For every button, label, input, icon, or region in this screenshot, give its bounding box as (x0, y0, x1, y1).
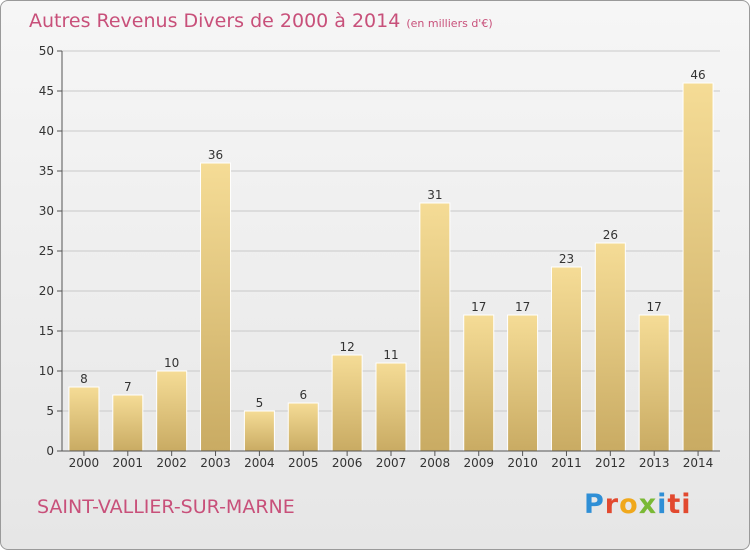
x-tick-label: 2006 (332, 456, 363, 470)
logo-letter: i (657, 489, 668, 520)
bar-2000 (68, 386, 100, 452)
data-label: 36 (208, 148, 223, 162)
y-tick-label: 45 (39, 84, 54, 98)
data-label: 12 (339, 340, 354, 354)
labels: 0 5 10 15 20 25 30 35 40 45 50 2000 8 2001 7 2002 10 2003… (39, 44, 714, 470)
x-tick-label: 2011 (551, 456, 582, 470)
proxiti-logo: Proxiti (584, 489, 692, 520)
chart-title-text: Autres Revenus Divers de 2000 à 2014 (29, 10, 401, 32)
data-label: 6 (299, 388, 307, 402)
y-tick-label: 15 (39, 324, 54, 338)
y-tick-label: 40 (39, 124, 54, 138)
bar-2012 (594, 242, 626, 452)
y-tick-label: 10 (39, 364, 54, 378)
axes (57, 50, 720, 456)
data-label: 10 (164, 356, 179, 370)
x-tick-label: 2000 (69, 456, 100, 470)
bar-2009 (463, 314, 495, 452)
y-tick-label: 30 (39, 204, 54, 218)
x-tick-label: 2008 (420, 456, 451, 470)
chart-unit: (en milliers d'€) (406, 17, 493, 30)
bar-2014 (682, 82, 714, 452)
y-tick-label: 25 (39, 244, 54, 258)
logo-letter: o (619, 489, 639, 520)
x-tick-label: 2013 (639, 456, 670, 470)
logo-letter: P (584, 489, 605, 520)
x-tick-label: 2010 (507, 456, 538, 470)
data-label: 7 (124, 380, 132, 394)
data-label: 26 (603, 228, 618, 242)
x-tick-label: 2001 (113, 456, 144, 470)
x-tick-label: 2002 (156, 456, 187, 470)
data-label: 23 (559, 252, 574, 266)
data-label: 17 (647, 300, 662, 314)
y-tick-label: 35 (39, 164, 54, 178)
x-tick-label: 2007 (376, 456, 407, 470)
data-label: 46 (690, 68, 705, 82)
logo-letter: r (604, 489, 620, 520)
town-name: SAINT-VALLIER-SUR-MARNE (37, 496, 295, 518)
bar-2013 (638, 314, 670, 452)
x-tick-label: 2003 (200, 456, 231, 470)
data-label: 17 (471, 300, 486, 314)
bar-2008 (419, 202, 451, 452)
x-tick-label: 2005 (288, 456, 319, 470)
bar-2002 (156, 370, 188, 452)
y-tick-label: 0 (46, 444, 54, 458)
bar-2003 (200, 162, 232, 452)
bar-2001 (112, 394, 144, 452)
data-label: 17 (515, 300, 530, 314)
x-tick-label: 2014 (683, 456, 714, 470)
bar-2005 (287, 402, 319, 452)
bars (68, 82, 714, 452)
y-tick-label: 5 (46, 404, 54, 418)
logo-letter: x (638, 489, 658, 520)
chart-title: Autres Revenus Divers de 2000 à 2014 (en … (29, 10, 493, 32)
logo-letter: ti (667, 489, 692, 520)
x-tick-label: 2012 (595, 456, 626, 470)
y-tick-label: 20 (39, 284, 54, 298)
x-tick-label: 2009 (463, 456, 494, 470)
data-label: 11 (383, 348, 398, 362)
bar-2006 (331, 354, 363, 452)
data-label: 31 (427, 188, 442, 202)
bar-2010 (507, 314, 539, 452)
data-label: 5 (256, 396, 264, 410)
bar-2011 (550, 266, 582, 452)
x-tick-label: 2004 (244, 456, 275, 470)
bar-2007 (375, 362, 407, 452)
data-label: 8 (80, 372, 88, 386)
y-tick-label: 50 (39, 44, 54, 58)
bar-2004 (243, 410, 275, 452)
